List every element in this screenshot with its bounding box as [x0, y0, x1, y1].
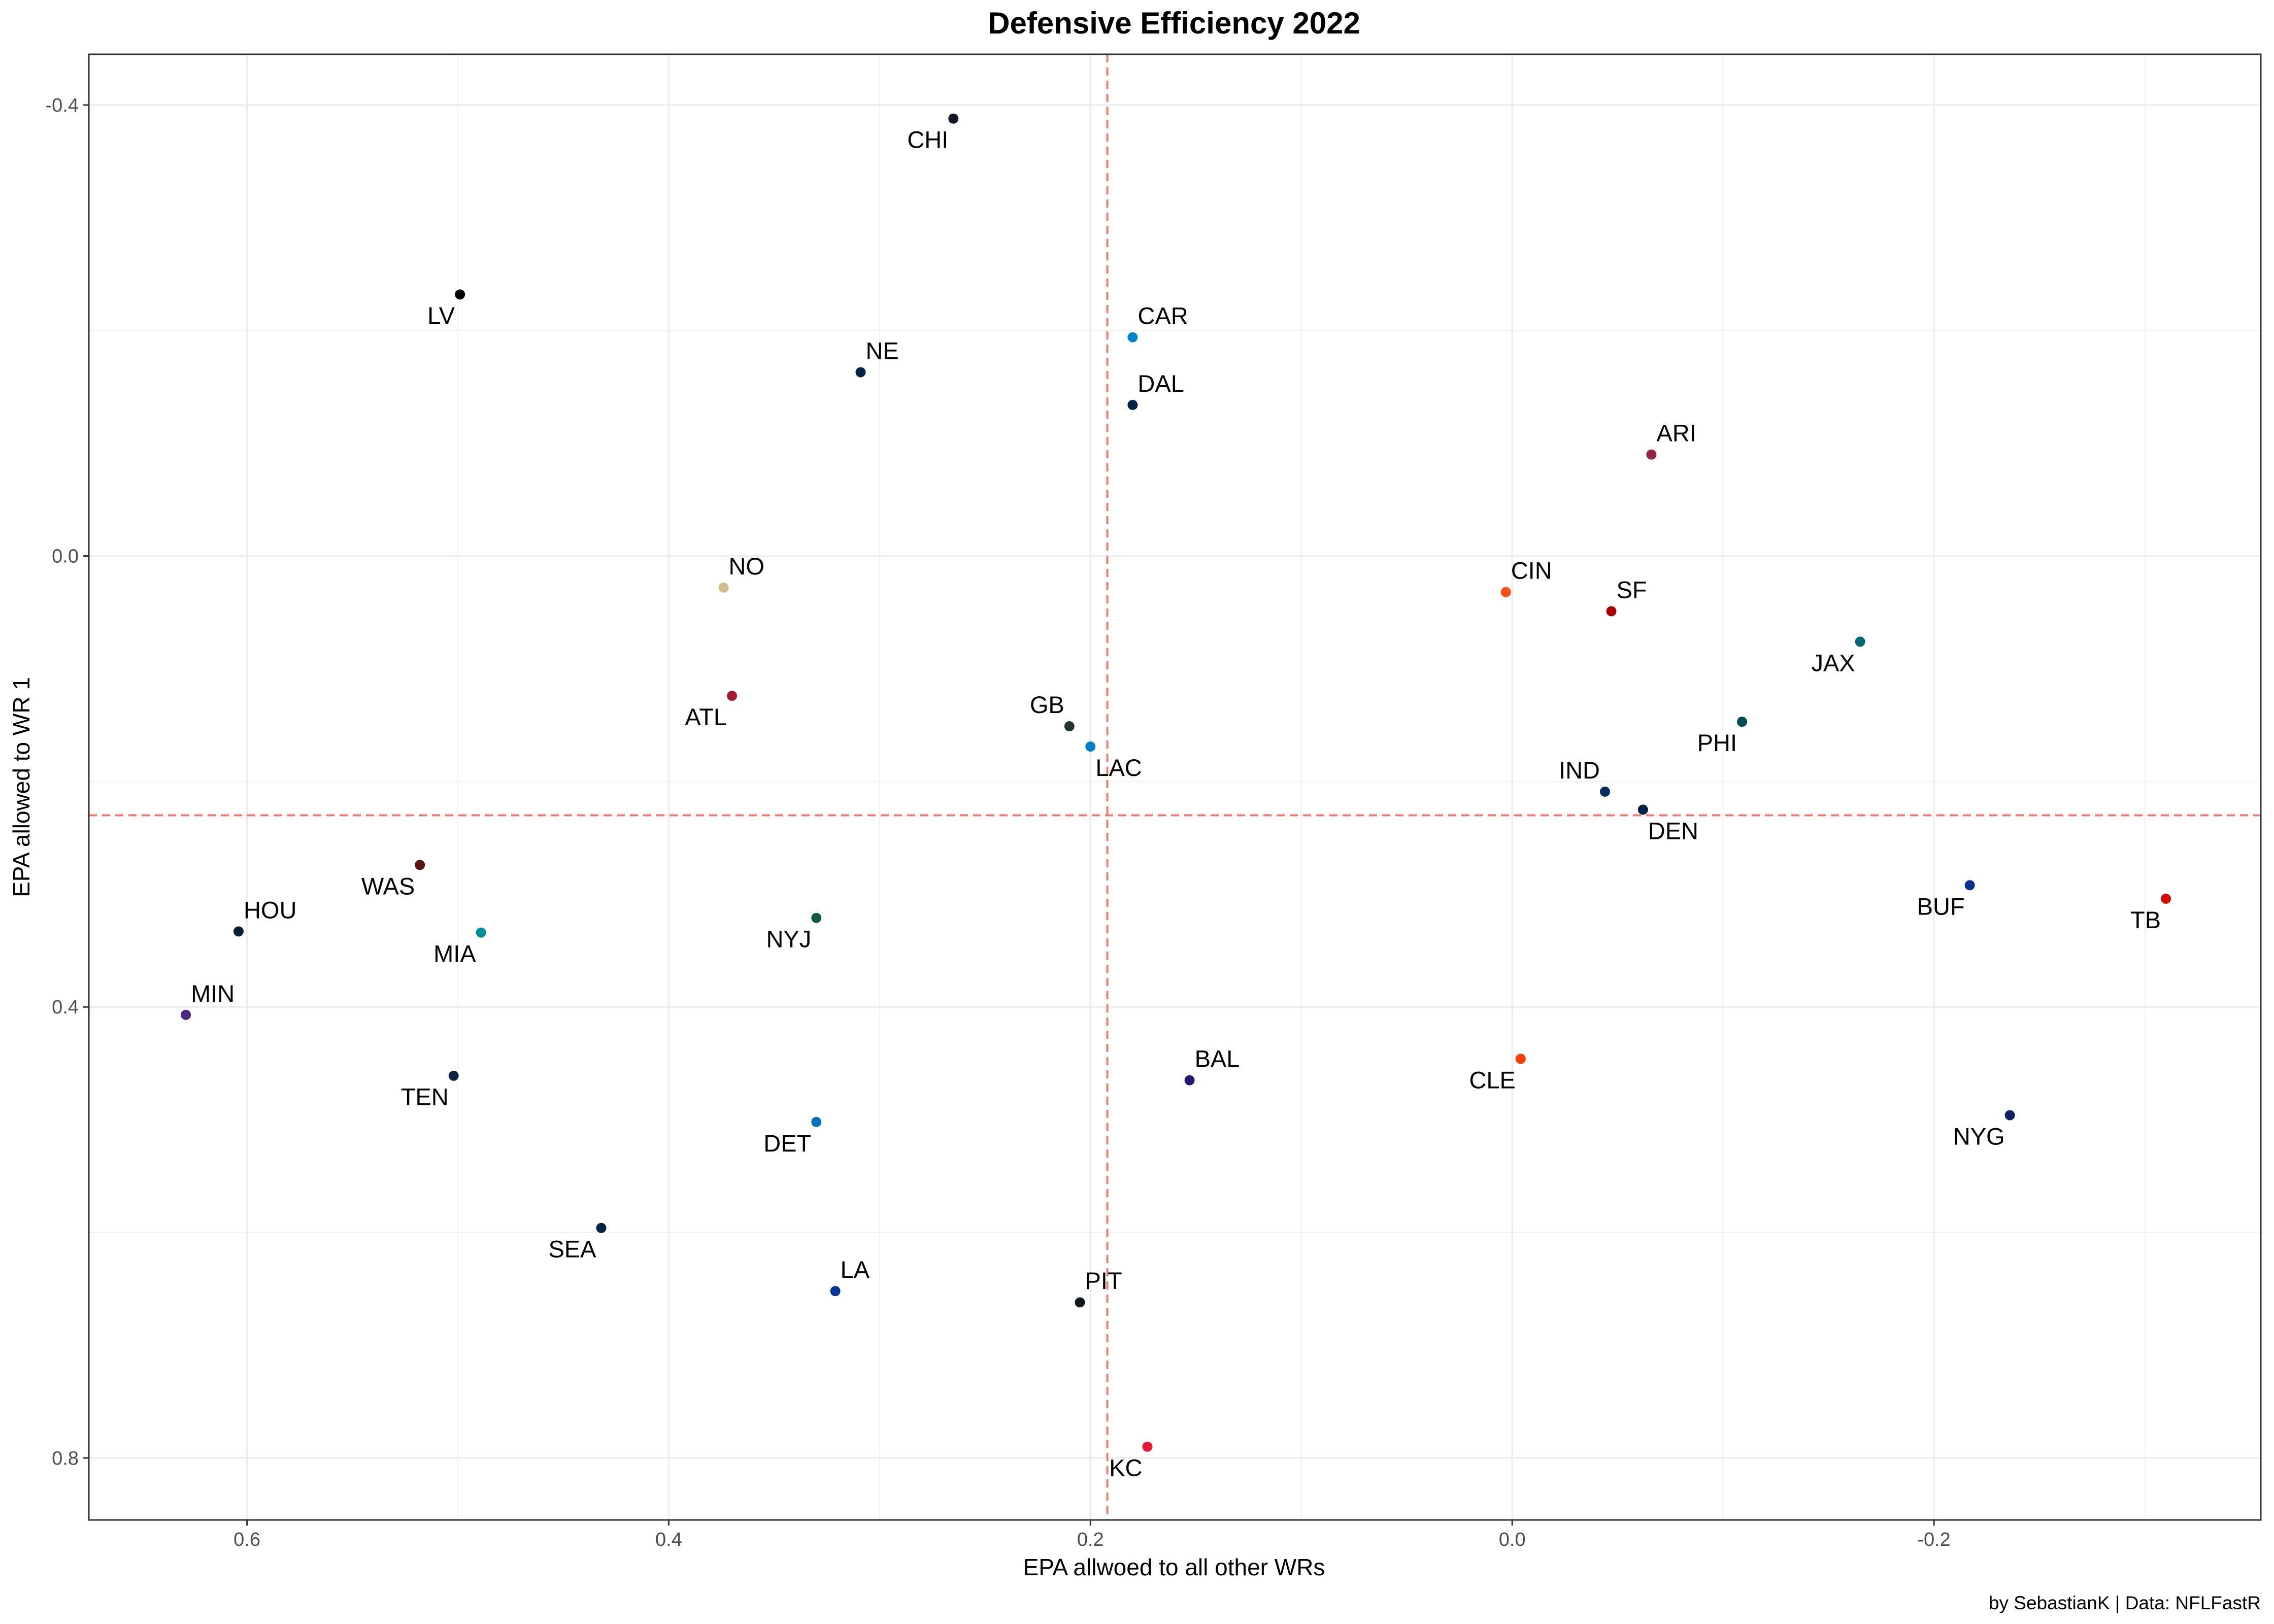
data-point-mia [476, 927, 486, 938]
data-label-sea: SEA [548, 1236, 596, 1263]
data-point-was [415, 860, 425, 870]
data-label-car: CAR [1138, 302, 1188, 329]
data-label-buf: BUF [1917, 893, 1965, 920]
data-point-la [830, 1286, 841, 1297]
grid-major [89, 54, 2261, 1520]
y-tick-label: 0.8 [52, 1448, 79, 1469]
data-label-ne: NE [865, 337, 898, 364]
data-point-gb [1064, 721, 1075, 732]
plot-panel-border [88, 53, 2262, 1521]
data-label-dal: DAL [1138, 370, 1184, 397]
x-tick-label: 0.0 [1499, 1529, 1526, 1550]
x-tick-label: 0.6 [233, 1529, 260, 1550]
grid-minor [89, 54, 2261, 1520]
data-point-dal [1127, 399, 1138, 410]
data-point-bal [1184, 1075, 1195, 1086]
data-label-gb: GB [1030, 691, 1064, 718]
data-label-no: NO [728, 553, 764, 580]
data-label-tb: TB [2130, 906, 2161, 933]
data-point-phi [1737, 717, 1748, 727]
data-point-car [1127, 332, 1138, 343]
x-axis-ticks: 0.6 0.4 0.2 0.0 -0.2 [233, 1520, 1951, 1550]
data-label-was: WAS [361, 872, 415, 899]
data-label-nyg: NYG [1953, 1123, 2005, 1149]
data-label-atl: ATL [685, 703, 727, 730]
data-point-kc [1142, 1441, 1153, 1452]
data-label-nyj: NYJ [766, 926, 811, 953]
data-point-det [811, 1116, 822, 1127]
data-point-no [718, 582, 729, 593]
data-label-sf: SF [1616, 576, 1647, 603]
data-point-pit [1075, 1297, 1085, 1308]
y-axis-ticks: -0.4 0.0 0.4 0.8 [46, 95, 89, 1469]
data-point-nyg [2004, 1110, 2015, 1121]
data-label-ind: IND [1559, 757, 1600, 784]
point-labels: CHI LV CAR NE DAL ARI NO CIN SF JAX ATL PHI GB LAC IND… [191, 126, 2161, 1481]
x-tick-label: 0.4 [655, 1529, 682, 1550]
data-point-lac [1085, 741, 1096, 752]
data-label-bal: BAL [1195, 1045, 1240, 1072]
data-label-cin: CIN [1511, 557, 1552, 584]
data-label-kc: KC [1109, 1454, 1142, 1481]
data-point-hou [233, 926, 244, 937]
data-point-ari [1646, 449, 1657, 460]
data-point-chi [948, 113, 959, 124]
y-tick-label: -0.4 [46, 95, 79, 116]
data-label-den: DEN [1648, 817, 1698, 844]
data-points [181, 113, 2171, 1452]
data-point-buf [1964, 880, 1975, 891]
data-point-lv [455, 289, 465, 300]
data-point-min [181, 1009, 191, 1020]
data-point-jax [1855, 636, 1865, 647]
data-point-den [1637, 804, 1648, 815]
data-label-det: DET [763, 1130, 811, 1157]
chart-title: Defensive Efficiency 2022 [988, 6, 1360, 40]
data-label-ten: TEN [401, 1084, 449, 1110]
data-point-tb [2161, 893, 2171, 904]
data-label-lv: LV [427, 302, 455, 329]
data-label-jax: JAX [1811, 649, 1855, 676]
x-axis-title: EPA allwoed to all other WRs [1023, 1554, 1325, 1580]
y-axis-title: EPA allowed to WR 1 [8, 677, 35, 897]
x-tick-label: 0.2 [1077, 1529, 1104, 1550]
data-label-mia: MIA [433, 940, 476, 967]
data-label-chi: CHI [907, 126, 948, 153]
data-point-ten [448, 1070, 459, 1081]
data-label-lac: LAC [1095, 754, 1142, 781]
data-label-min: MIN [191, 980, 235, 1007]
data-point-atl [727, 691, 738, 701]
data-point-nyj [811, 912, 822, 923]
data-point-ind [1599, 786, 1610, 797]
reference-lines [89, 54, 2261, 1520]
data-point-cin [1500, 587, 1511, 597]
data-label-phi: PHI [1697, 729, 1737, 756]
data-point-sf [1606, 606, 1617, 617]
data-point-cle [1515, 1054, 1526, 1064]
data-point-sea [596, 1223, 607, 1233]
chart-caption: by SebastianK | Data: NFLFastR [1989, 1593, 2261, 1613]
x-tick-label: -0.2 [1917, 1529, 1950, 1550]
data-label-ari: ARI [1656, 420, 1696, 447]
data-point-ne [855, 367, 866, 378]
data-label-pit: PIT [1085, 1267, 1122, 1294]
y-tick-label: 0.4 [52, 997, 79, 1018]
data-label-la: LA [841, 1256, 870, 1283]
y-tick-label: 0.0 [52, 546, 79, 567]
data-label-hou: HOU [244, 896, 296, 923]
data-label-cle: CLE [1469, 1066, 1515, 1093]
